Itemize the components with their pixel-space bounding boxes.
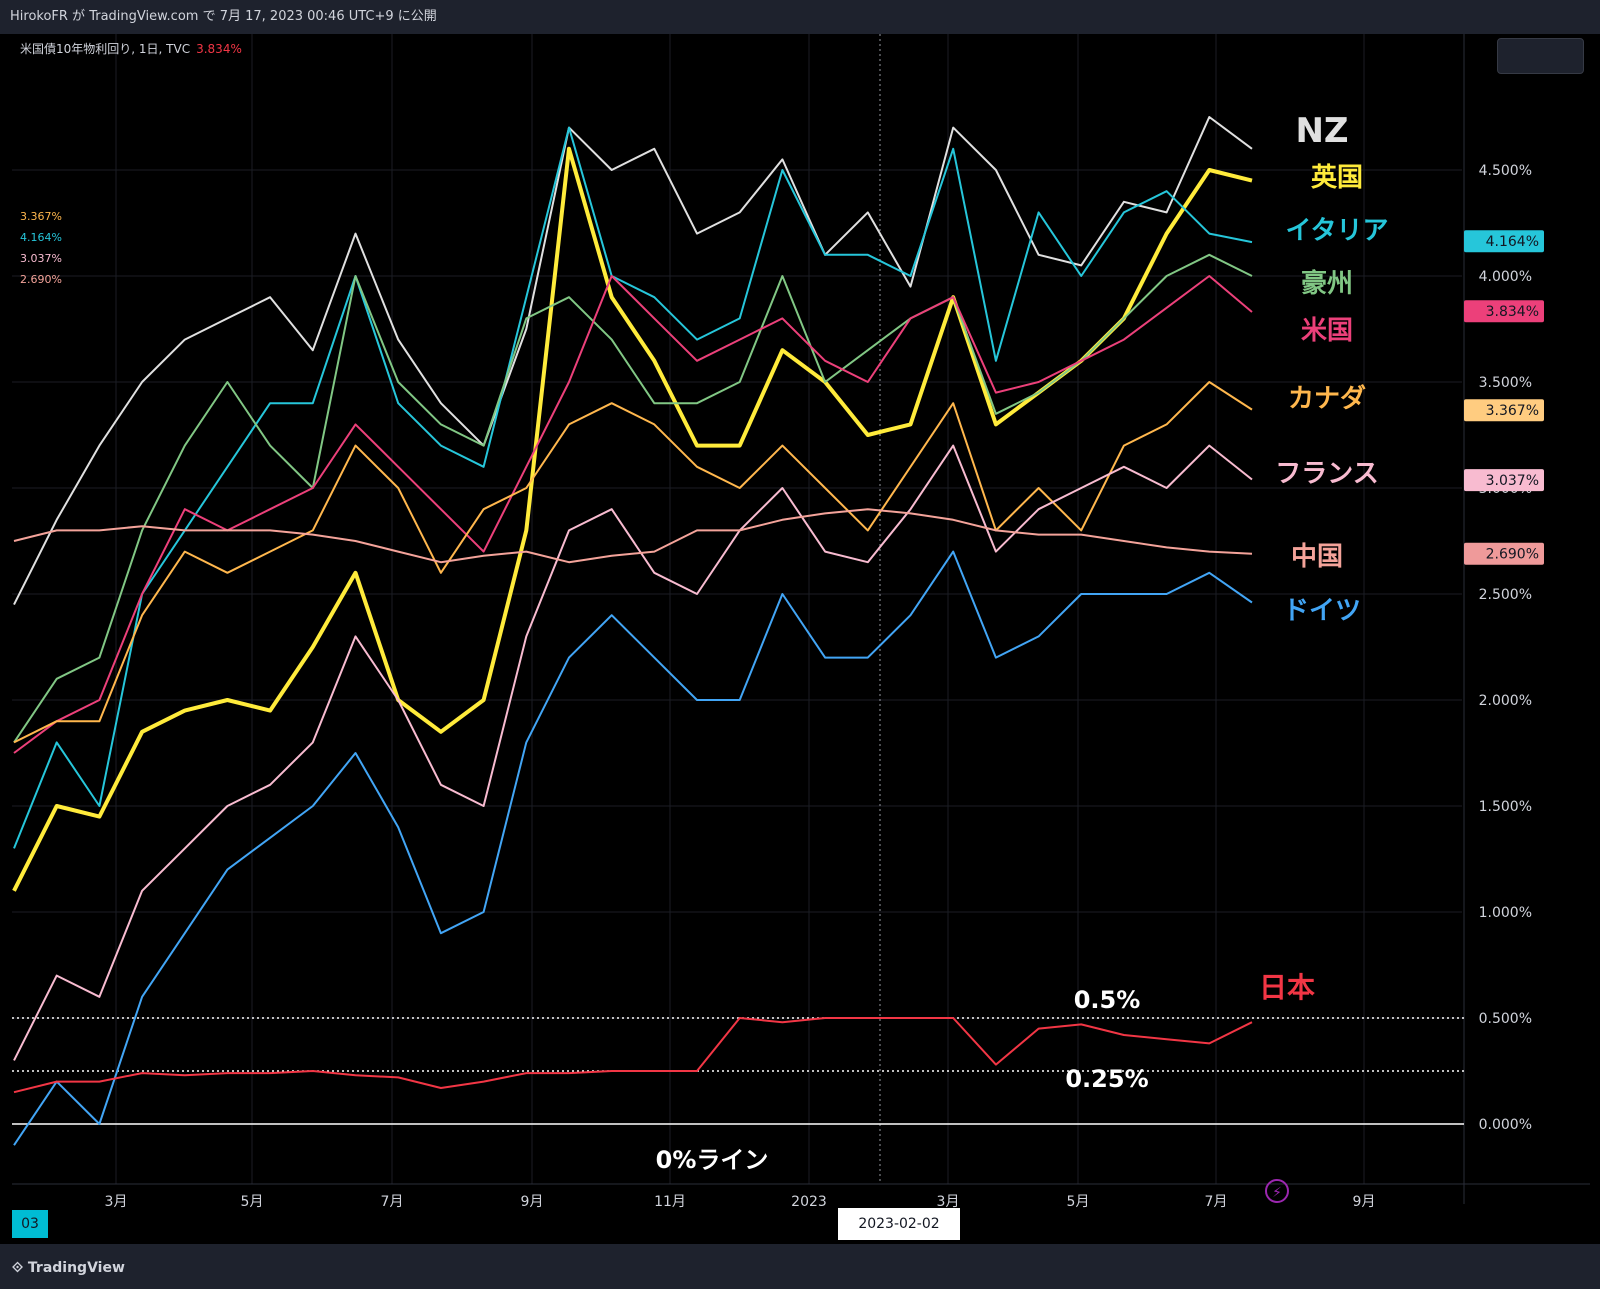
mini-legend-4: 2.690% (20, 273, 62, 286)
series-line-2 (12, 146, 1253, 892)
x-tick-label: 7月 (1205, 1194, 1228, 1210)
price-badge (1464, 542, 1544, 565)
series-line-5 (13, 275, 1253, 754)
y-tick-label: 4.500% (1479, 163, 1532, 179)
x-tick-label: 2023 (791, 1194, 827, 1210)
left-date-label: 03 (12, 1210, 48, 1238)
y-tick-label: 4.000% (1479, 269, 1532, 285)
yield-chart[interactable]: 3月 5月 7月 9月 11月 2023 3月 5月 7月 9月 0.000% 0.500% 1.000… (12, 34, 1590, 1244)
chart-frame[interactable]: 3月 5月 7月 9月 11月 2023 3月 5月 7月 9月 0.000% 0.500% 1.000… (12, 34, 1590, 1244)
tradingview-logo[interactable]: ⟐ TradingView (12, 1260, 125, 1276)
price-badge (1464, 300, 1544, 323)
series-line-1 (13, 116, 1253, 606)
series-name-label: 豪州 (1301, 268, 1353, 299)
y-tick-label: 3.500% (1479, 375, 1532, 391)
reference-line-label: 0.5% (1074, 986, 1141, 1014)
price-badge (1464, 230, 1544, 253)
series-name-label: 英国 (1311, 163, 1363, 193)
symbol-legend[interactable]: 米国債10年物利回り, 1日, TVC 3.834% (20, 40, 242, 57)
x-tick-label: 5月 (241, 1194, 264, 1210)
series-name-label: 米国 (1301, 316, 1353, 346)
series-line-6 (13, 381, 1253, 744)
series-name-label: カナダ (1288, 383, 1366, 414)
x-tick-label: 3月 (105, 1194, 128, 1210)
y-tick-label: 2.500% (1479, 587, 1532, 603)
mini-legend-3: 3.037% (20, 252, 62, 265)
price-badge-text: 4.164% (1486, 234, 1539, 250)
x-tick-label: 9月 (1353, 1194, 1376, 1210)
x-tick-label: 9月 (521, 1194, 544, 1210)
price-badge (1464, 399, 1544, 422)
series-name-label: ドイツ (1283, 596, 1361, 626)
y-tick-label: 2.000% (1479, 693, 1532, 709)
series-name-label: 中国 (1291, 542, 1343, 572)
crosshair-date-label: 2023-02-02 (838, 1208, 960, 1240)
price-badge-text: 3.834% (1486, 304, 1539, 320)
price-badge-text: 3.037% (1486, 473, 1539, 489)
publish-header: HirokoFR が TradingView.com で 7月 17, 2023… (0, 0, 1600, 34)
series-line-7 (13, 444, 1253, 1061)
series-name-label: イタリア (1286, 216, 1389, 246)
tradingview-brand: TradingView (27, 1260, 125, 1276)
series-line-3 (13, 126, 1253, 849)
symbol-legend-value: 3.834% (196, 42, 242, 56)
x-tick-label: 11月 (654, 1194, 686, 1210)
series-name-label: フランス (1275, 459, 1378, 489)
symbol-legend-text: 米国債10年物利回り, 1日, TVC (20, 42, 191, 56)
mini-legend-1: 3.367% (20, 210, 62, 223)
price-badge (1464, 469, 1544, 492)
series-name-label: NZ (1295, 111, 1348, 151)
y-tick-label: 1.000% (1479, 905, 1532, 921)
x-tick-label: 5月 (1067, 1194, 1090, 1210)
series-name-label: 日本 (1259, 971, 1315, 1004)
price-scale-box[interactable] (1497, 38, 1584, 74)
y-tick-label: 1.500% (1479, 799, 1532, 815)
series-line-9 (13, 550, 1253, 1146)
footer-bar (0, 1244, 1600, 1289)
y-tick-label: 0.000% (1479, 1117, 1532, 1133)
price-badge-text: 2.690% (1486, 547, 1539, 563)
y-tick-label: 0.500% (1479, 1011, 1532, 1027)
series-line-8 (13, 508, 1253, 564)
series-line-4 (13, 253, 1253, 743)
tv-icon: ⟐ (12, 1260, 28, 1276)
mini-legend-2: 4.164% (20, 231, 62, 244)
x-tick-label: 3月 (937, 1194, 960, 1210)
reference-line-label: 0%ライン (656, 1146, 769, 1174)
reference-line-label: 0.25% (1065, 1065, 1148, 1093)
series-line-10 (13, 1017, 1253, 1094)
x-tick-label: 7月 (381, 1194, 404, 1210)
lightning-icon[interactable]: ⚡ (1265, 1179, 1289, 1203)
price-badge-text: 3.367% (1486, 403, 1539, 419)
